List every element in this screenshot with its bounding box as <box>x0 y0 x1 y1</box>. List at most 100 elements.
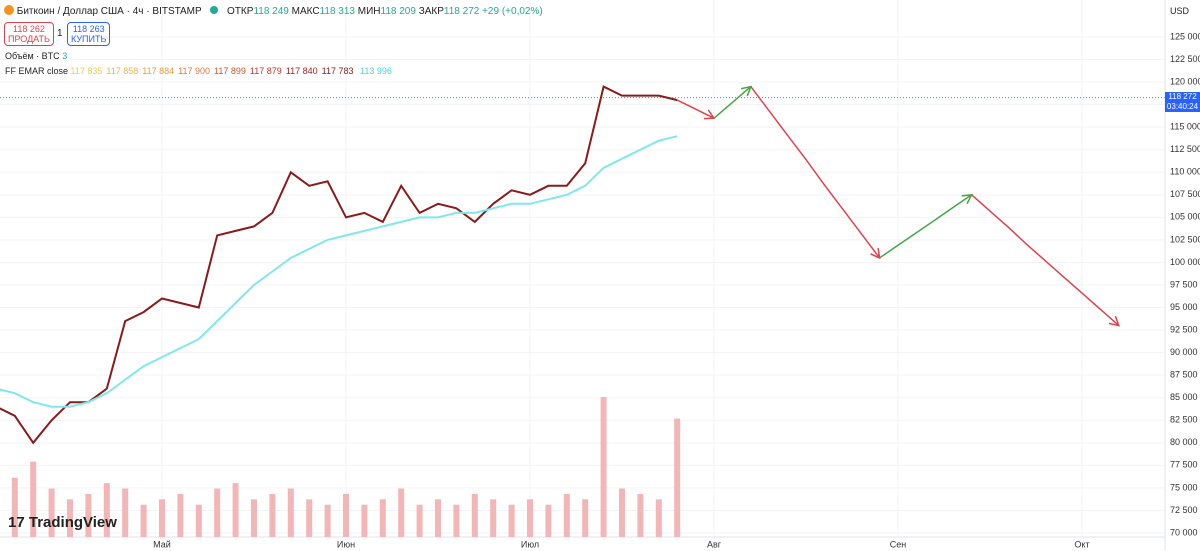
ohlc-label: ОТКР <box>227 6 254 17</box>
y-tick-label: 120 000 <box>1170 76 1200 86</box>
y-tick-label: 100 000 <box>1170 257 1200 267</box>
ema-value: 117 858 <box>106 66 139 76</box>
forecast-arrow <box>971 194 1120 327</box>
x-tick-label: Окт <box>1074 539 1089 549</box>
ema-values: 117 835 117 858 117 884 117 900 117 899 117 8… <box>71 66 358 76</box>
series-line <box>0 85 678 445</box>
y-tick-label: 75 000 <box>1170 482 1198 492</box>
y-tick-label: 92 500 <box>1170 324 1198 334</box>
y-tick-label: 77 500 <box>1170 460 1198 470</box>
ohlc-label: МАКС <box>291 6 320 17</box>
forecast-arrow <box>676 99 715 119</box>
volume-bar <box>85 493 92 537</box>
change: +29 (+0,02%) <box>482 6 543 17</box>
volume-bar <box>563 493 570 537</box>
volume-bar <box>582 499 589 537</box>
volume-bar <box>103 483 110 537</box>
volume-bar <box>122 488 129 537</box>
ohlc-value: 118 272 <box>443 6 480 17</box>
sell-price: 118 262 <box>13 24 45 34</box>
sell-label: ПРОДАТЬ <box>8 34 50 44</box>
buy-price: 118 263 <box>72 24 105 34</box>
volume-bar <box>655 499 662 537</box>
y-tick-label: 85 000 <box>1170 392 1198 402</box>
ema-label: FF EMAR close <box>5 66 69 76</box>
symbol-row: Биткоин / Доллар США · 4ч · BITSTAMP ОТК… <box>4 5 543 17</box>
x-tick-label: Сен <box>890 539 907 549</box>
arrow-head <box>1108 315 1120 327</box>
volume-bar <box>177 493 184 537</box>
ohlc-label: ЗАКР <box>418 6 444 17</box>
volume-bar <box>416 504 423 537</box>
forecast-arrow <box>713 86 752 119</box>
ohlc-label: МИН <box>357 6 381 17</box>
y-tick-label: 80 000 <box>1170 437 1198 447</box>
volume-bar <box>453 504 460 537</box>
y-tick-label: 72 500 <box>1170 505 1198 515</box>
buy-label: КУПИТЬ <box>71 34 107 44</box>
arrow-head <box>961 193 973 205</box>
ema-value: 117 840 <box>285 66 318 76</box>
x-tick-label: Авг <box>707 539 722 549</box>
symbol[interactable]: Биткоин / Доллар США · 4ч · BITSTAMP <box>16 6 202 17</box>
volume-bar <box>195 504 202 537</box>
y-tick-label: 115 000 <box>1170 122 1200 132</box>
ema-legend: FF EMAR close 117 835 117 858 117 884 117 9… <box>5 66 392 76</box>
volume-bar <box>67 499 73 537</box>
volume-bar <box>527 499 533 537</box>
y-tick-label: 112 500 <box>1170 144 1200 154</box>
volume-bar <box>30 461 37 537</box>
ema-value: 117 900 <box>178 66 211 76</box>
volume-value: 3 <box>62 51 68 61</box>
volume-bar <box>600 397 607 537</box>
y-tick-label: 97 500 <box>1170 279 1198 289</box>
volume-bar <box>232 483 239 537</box>
volume-bar <box>379 499 386 537</box>
volume-bar <box>398 488 405 537</box>
y-tick-label: 105 000 <box>1170 212 1200 222</box>
y-tick-label: 102 500 <box>1170 234 1200 244</box>
volume-bar <box>508 504 515 537</box>
y-tick-label: 95 000 <box>1170 302 1198 312</box>
x-tick-label: Май <box>153 539 171 549</box>
volume-bar <box>269 493 276 537</box>
volume-bar <box>251 499 257 537</box>
volume-bar <box>637 493 644 537</box>
countdown: 03:40:24 <box>1166 102 1199 111</box>
x-tick-label: Июн <box>337 539 355 549</box>
sell-button[interactable]: 118 262 ПРОДАТЬ <box>4 22 54 46</box>
volume-bar <box>435 499 441 537</box>
btc-icon <box>4 5 14 15</box>
volume-bar <box>619 488 625 537</box>
ema-value: 117 879 <box>249 66 282 76</box>
y-tick-label: 87 500 <box>1170 370 1198 380</box>
ohlc-value: 118 209 <box>380 6 416 17</box>
ema-value: 117 899 <box>214 66 246 76</box>
volume-bar <box>324 504 331 537</box>
series-line <box>0 135 678 408</box>
ohlc-value: 118 313 <box>319 6 355 17</box>
volume-bar <box>471 493 478 537</box>
arrow-head <box>870 247 881 260</box>
y-tick-label: 90 000 <box>1170 347 1198 357</box>
volume-bar <box>490 499 497 537</box>
quantity: 1 <box>57 28 63 39</box>
currency[interactable]: USD <box>1170 6 1190 16</box>
volume-bar <box>361 504 368 537</box>
forecast-arrow <box>750 86 881 259</box>
status-dot <box>210 6 219 14</box>
price-tag: 118 272 03:40:24 <box>1165 92 1200 112</box>
volume-bar <box>48 488 55 537</box>
volume-label: Объём · BTC <box>5 51 60 61</box>
y-tick-label: 107 500 <box>1170 189 1200 199</box>
volume-bar <box>306 499 313 537</box>
buy-button[interactable]: 118 263 КУПИТЬ <box>67 22 111 46</box>
volume-legend: Объём · BTC 3 <box>5 51 67 61</box>
x-tick-label: Июл <box>521 539 539 549</box>
volume-bar <box>159 499 165 537</box>
volume-bar <box>343 493 349 537</box>
y-tick-label: 122 500 <box>1170 54 1200 64</box>
ohlc-value: 118 249 <box>253 6 289 17</box>
